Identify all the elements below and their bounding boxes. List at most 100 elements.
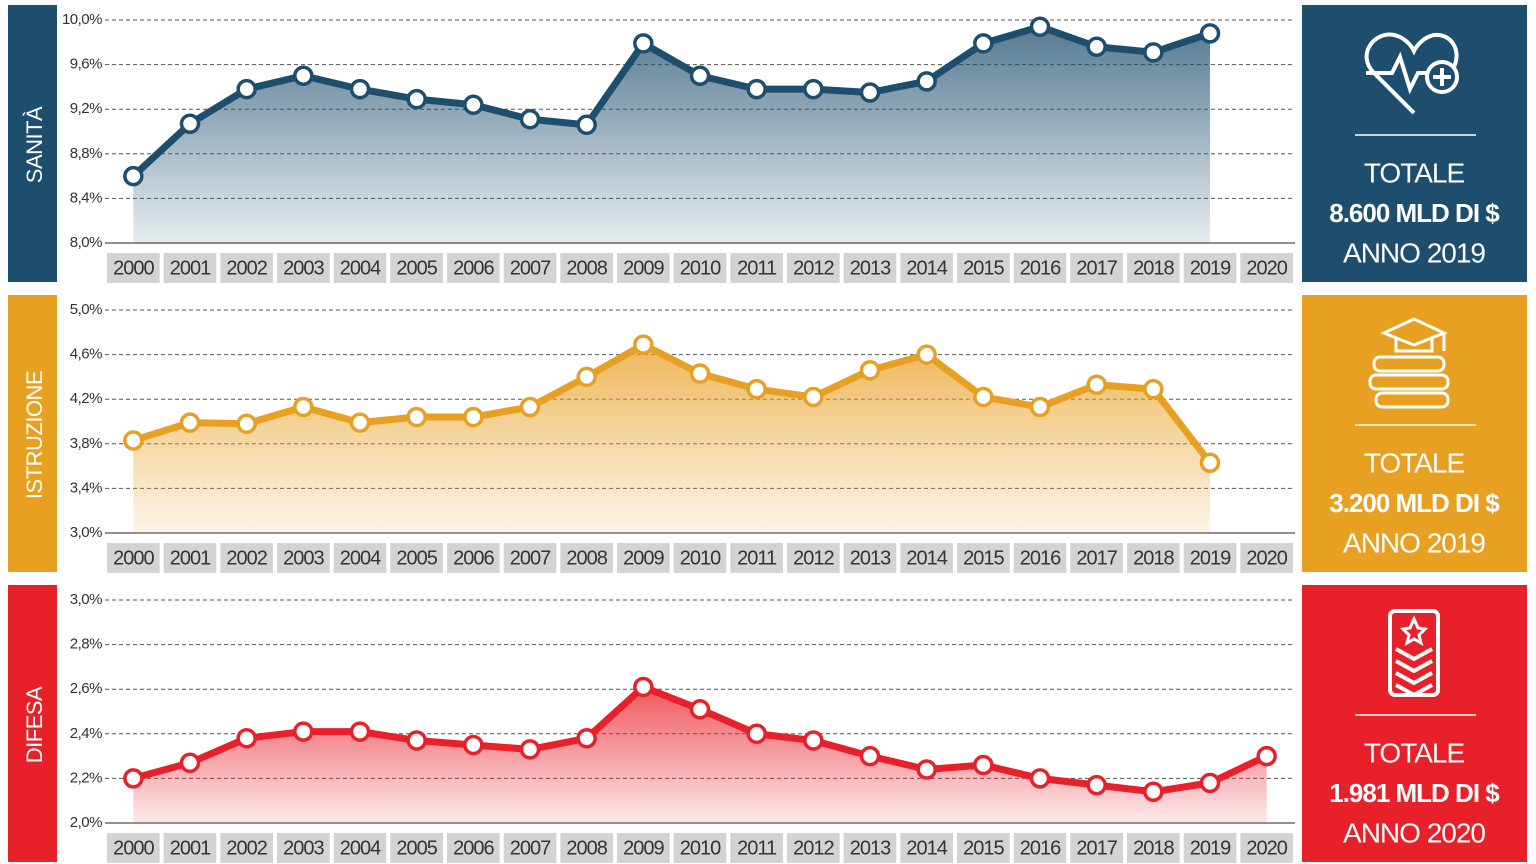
x-label-box [787, 833, 840, 863]
x-label-box [1240, 253, 1293, 283]
x-tick-label: 2020 [1246, 257, 1287, 279]
icon-chevron [1395, 683, 1433, 698]
x-label-box [617, 833, 670, 863]
y-tick-label: 2,0% [70, 814, 102, 831]
y-tick-label: 4,2% [70, 390, 102, 407]
x-tick-label: 2012 [793, 837, 834, 859]
point [859, 82, 881, 103]
x-label-box [787, 543, 840, 573]
x-label-box [1127, 253, 1180, 283]
x-tick-label: 2018 [1133, 837, 1174, 859]
total-label: TOTALE [1364, 157, 1465, 188]
x-tick-label: 2007 [510, 547, 551, 569]
x-label-box [1013, 543, 1067, 573]
x-tick-label: 2016 [1020, 547, 1061, 569]
point [519, 396, 541, 418]
x-tick-label: 2001 [170, 837, 211, 859]
x-tick-label: 2010 [680, 547, 721, 569]
point [1143, 42, 1164, 63]
point [973, 754, 994, 776]
point [1199, 772, 1221, 794]
x-tick-label: 2012 [793, 547, 834, 569]
y-tick-label: 4,6% [70, 346, 102, 363]
point [179, 113, 201, 134]
x-label-box [900, 253, 953, 283]
x-tick-label: 2005 [396, 257, 437, 279]
x-label-box [220, 253, 273, 283]
side-label: ISTRUZIONE [22, 371, 47, 499]
x-tick-label: 2004 [340, 257, 381, 279]
point [803, 730, 824, 751]
x-label-box [1183, 543, 1237, 573]
x-label-box [1183, 833, 1237, 863]
x-tick-label: 2020 [1246, 547, 1287, 569]
x-tick-label: 2015 [963, 837, 1004, 859]
x-label-box [163, 543, 217, 573]
icon-book [1374, 391, 1450, 409]
x-label-box [333, 833, 387, 863]
point [123, 430, 144, 451]
icon-book [1372, 355, 1446, 373]
x-label-box [730, 253, 783, 283]
point [519, 108, 541, 130]
point [973, 386, 994, 408]
total-value: 3.200 MLD DI $ [1329, 488, 1500, 518]
x-label-box [900, 833, 953, 863]
point [633, 33, 654, 54]
x-label-box [503, 253, 557, 283]
icon-plus [1433, 68, 1451, 86]
x-tick-label: 2006 [453, 547, 494, 569]
point [1143, 781, 1164, 803]
x-tick-label: 2014 [906, 257, 947, 279]
x-label-box [503, 543, 557, 573]
x-label-box [163, 253, 217, 283]
x-tick-label: 2003 [283, 257, 324, 279]
side-label: SANITÀ [22, 106, 47, 183]
point [633, 676, 654, 698]
total-year: ANNO 2020 [1343, 817, 1485, 848]
x-tick-label: 2000 [113, 837, 154, 859]
y-tick-label: 3,8% [70, 435, 102, 452]
point [293, 396, 314, 418]
x-label-box [390, 253, 443, 283]
point [236, 413, 257, 434]
point [406, 406, 427, 428]
x-label-box [220, 543, 273, 573]
x-tick-label: 2003 [283, 547, 324, 569]
x-label-box [1070, 833, 1123, 863]
icon-star [1399, 615, 1429, 647]
x-label-box [277, 543, 330, 573]
y-tick-label: 2,8% [70, 636, 102, 653]
x-tick-label: 2006 [453, 257, 494, 279]
x-label-box [107, 833, 160, 863]
x-tick-label: 2003 [283, 837, 324, 859]
x-label-box [107, 253, 160, 283]
x-label-box [617, 543, 670, 573]
point [1199, 23, 1221, 44]
x-label-box [673, 833, 727, 863]
x-tick-label: 2008 [566, 837, 607, 859]
x-label-box [503, 833, 557, 863]
icon-chevron [1395, 671, 1433, 686]
chart-panel: DIFESA TOTALE 1.981 MLD DI $ ANNO 2020 2,0% 2… [8, 585, 1527, 863]
x-tick-label: 2007 [510, 837, 551, 859]
x-label-box [1070, 543, 1123, 573]
total-label: TOTALE [1364, 447, 1465, 478]
total-value: 1.981 MLD DI $ [1329, 778, 1500, 808]
x-tick-label: 2011 [737, 547, 777, 569]
x-tick-label: 2009 [623, 547, 664, 569]
total-box [1302, 585, 1527, 862]
y-tick-label: 10,0% [62, 11, 102, 28]
total-year: ANNO 2019 [1343, 527, 1485, 558]
point [406, 730, 427, 751]
y-tick-label: 9,2% [70, 100, 102, 117]
y-tick-label: 8,8% [70, 145, 102, 162]
x-label-box [900, 543, 953, 573]
x-tick-label: 2008 [566, 257, 607, 279]
side-label: DIFESA [22, 686, 47, 763]
icon-chevron [1395, 659, 1433, 674]
x-label-box [1183, 253, 1237, 283]
point [1086, 774, 1107, 796]
point [123, 768, 144, 789]
x-label-box [390, 543, 443, 573]
